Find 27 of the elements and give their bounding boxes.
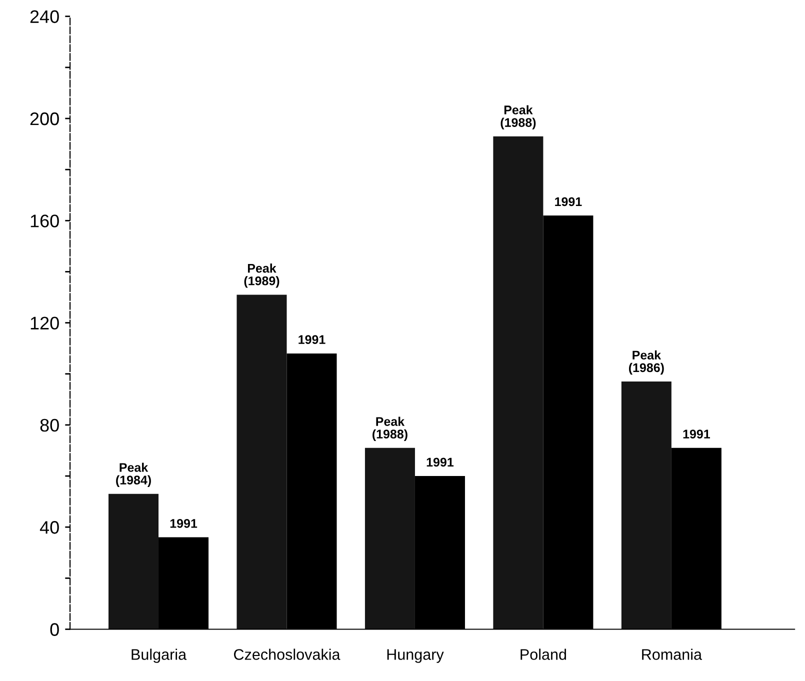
y-tick-label: 0: [50, 623, 59, 636]
y-tick-label: 120: [30, 316, 59, 330]
y-tick-label: 80: [40, 418, 59, 432]
annotation: Peak (1989): [244, 264, 280, 288]
x-tick-label: Czechoslovakia: [234, 648, 340, 660]
bar: [621, 382, 672, 630]
y-tick-label: 240: [30, 10, 59, 24]
annotation: 1991: [298, 335, 326, 344]
y-tick-label: 200: [30, 112, 59, 126]
annotation: 1991: [426, 458, 454, 467]
bar: [108, 494, 159, 630]
y-tick-label: 40: [40, 521, 59, 534]
x-tick-label: Hungary: [387, 649, 444, 663]
annotation: 1991: [170, 519, 198, 528]
annotation: Peak (1988): [372, 416, 408, 441]
y-tick-label: 160: [30, 214, 59, 228]
annotation: 1991: [555, 197, 582, 206]
bar: [236, 294, 287, 630]
annotation: Peak (1988): [500, 105, 536, 130]
annotation: Peak (1986): [628, 350, 664, 375]
x-tick-label: Bulgaria: [132, 648, 187, 663]
x-tick-label: Romania: [642, 648, 702, 660]
bar: [364, 448, 415, 630]
bar: [493, 136, 544, 630]
x-tick-label: Poland: [520, 648, 566, 660]
annotation: 1991: [683, 430, 710, 439]
annotation: Peak (1984): [116, 462, 151, 487]
